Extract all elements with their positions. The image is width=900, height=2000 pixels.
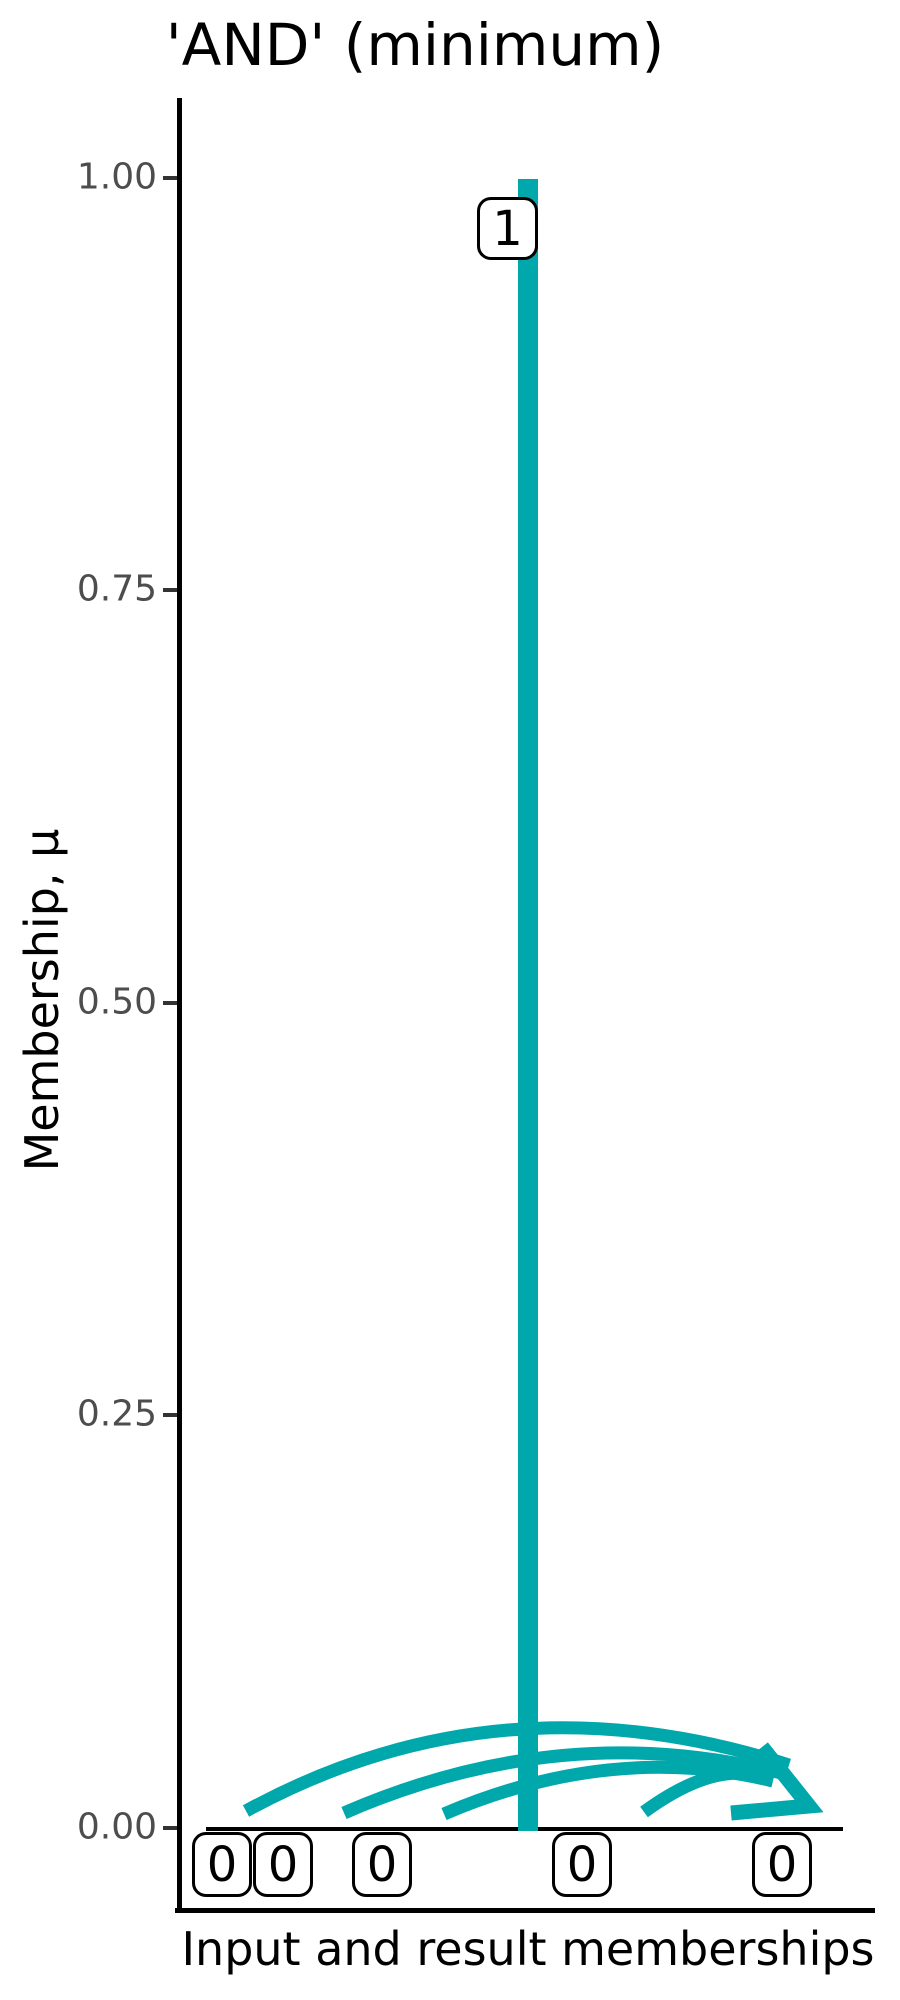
value-label-box: 1	[477, 197, 538, 260]
y-axis-line	[177, 98, 182, 1911]
chart-title: 'AND' (minimum)	[165, 11, 665, 79]
value-label-box: 0	[253, 1832, 313, 1897]
x-axis-line	[175, 1908, 875, 1913]
arrowhead	[730, 1742, 824, 1821]
y-tick-mark	[163, 588, 177, 592]
y-tick-label: 1.00	[76, 156, 157, 198]
y-tick-label: 0.50	[76, 981, 157, 1023]
arrow-arc-2	[341, 1746, 783, 1819]
y-tick-mark	[163, 176, 177, 180]
y-tick-label: 0.00	[76, 1806, 157, 1848]
value-label-box: 0	[192, 1832, 252, 1897]
y-tick-mark	[163, 1826, 177, 1830]
y-tick-label: 0.75	[76, 568, 157, 610]
membership-bar	[518, 179, 538, 1831]
y-tick-mark	[163, 1001, 177, 1005]
value-label-box: 0	[352, 1832, 412, 1897]
x-axis-title: Input and result memberships	[181, 1922, 875, 1976]
value-label-box: 0	[752, 1832, 812, 1897]
y-tick-label: 0.25	[76, 1393, 157, 1435]
arrow-arc-4	[640, 1766, 771, 1818]
arrow-arc-1	[242, 1721, 791, 1817]
value-label-box: 0	[552, 1832, 612, 1897]
y-tick-mark	[163, 1413, 177, 1417]
